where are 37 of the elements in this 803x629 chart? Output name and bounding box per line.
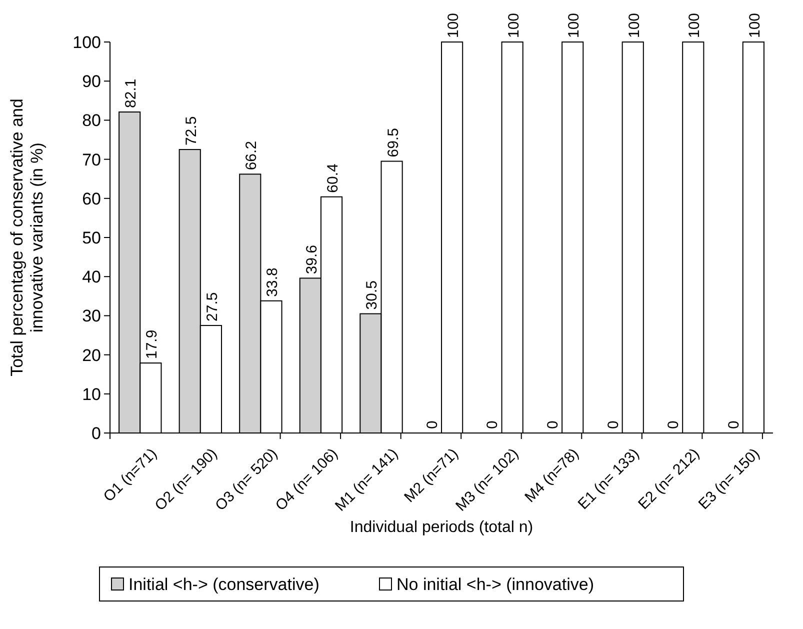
data-label: 100: [626, 12, 643, 38]
data-label: 0: [544, 420, 562, 429]
y-tick-label: 30: [82, 306, 101, 326]
y-tick-label: 60: [82, 189, 101, 208]
y-tick-label: 80: [82, 111, 101, 130]
data-label: 39.6: [303, 244, 320, 274]
data-label: 0: [604, 420, 622, 429]
data-label: 100: [566, 12, 583, 38]
data-label: 27.5: [204, 292, 221, 322]
data-label: 100: [445, 12, 462, 38]
y-tick-label: 100: [72, 32, 101, 52]
data-label: 30.5: [364, 280, 381, 310]
data-label: 0: [665, 420, 682, 429]
legend-label: No initial <h-> (innovative): [396, 574, 594, 594]
data-label: 100: [505, 12, 522, 38]
data-label: 17.9: [144, 330, 161, 360]
data-label: 100: [686, 12, 704, 38]
y-tick-label: 50: [82, 228, 101, 248]
legend-label: Initial <h-> (conservative): [128, 574, 320, 594]
data-label: 66.2: [243, 140, 260, 170]
x-axis-title: Individual periods (total n): [350, 519, 534, 536]
data-label: 33.8: [264, 268, 282, 297]
data-label: 72.5: [182, 116, 200, 146]
y-tick-label: 0: [92, 424, 101, 443]
y-tick-label: 40: [82, 268, 101, 287]
data-label: 100: [746, 12, 764, 38]
data-label: 69.5: [384, 128, 402, 158]
y-axis-title: Total percentage of conservative and innovative variants (in %): [7, 98, 47, 376]
data-label: 82.1: [122, 78, 140, 108]
y-tick-label: 10: [82, 384, 101, 404]
data-label: 0: [424, 420, 441, 429]
data-label: 0: [484, 420, 502, 429]
y-tick-label: 70: [82, 150, 101, 170]
y-tick-label: 90: [82, 72, 101, 92]
data-label: 0: [725, 420, 742, 429]
y-tick-label: 20: [82, 346, 101, 365]
data-label: 60.4: [324, 164, 342, 193]
